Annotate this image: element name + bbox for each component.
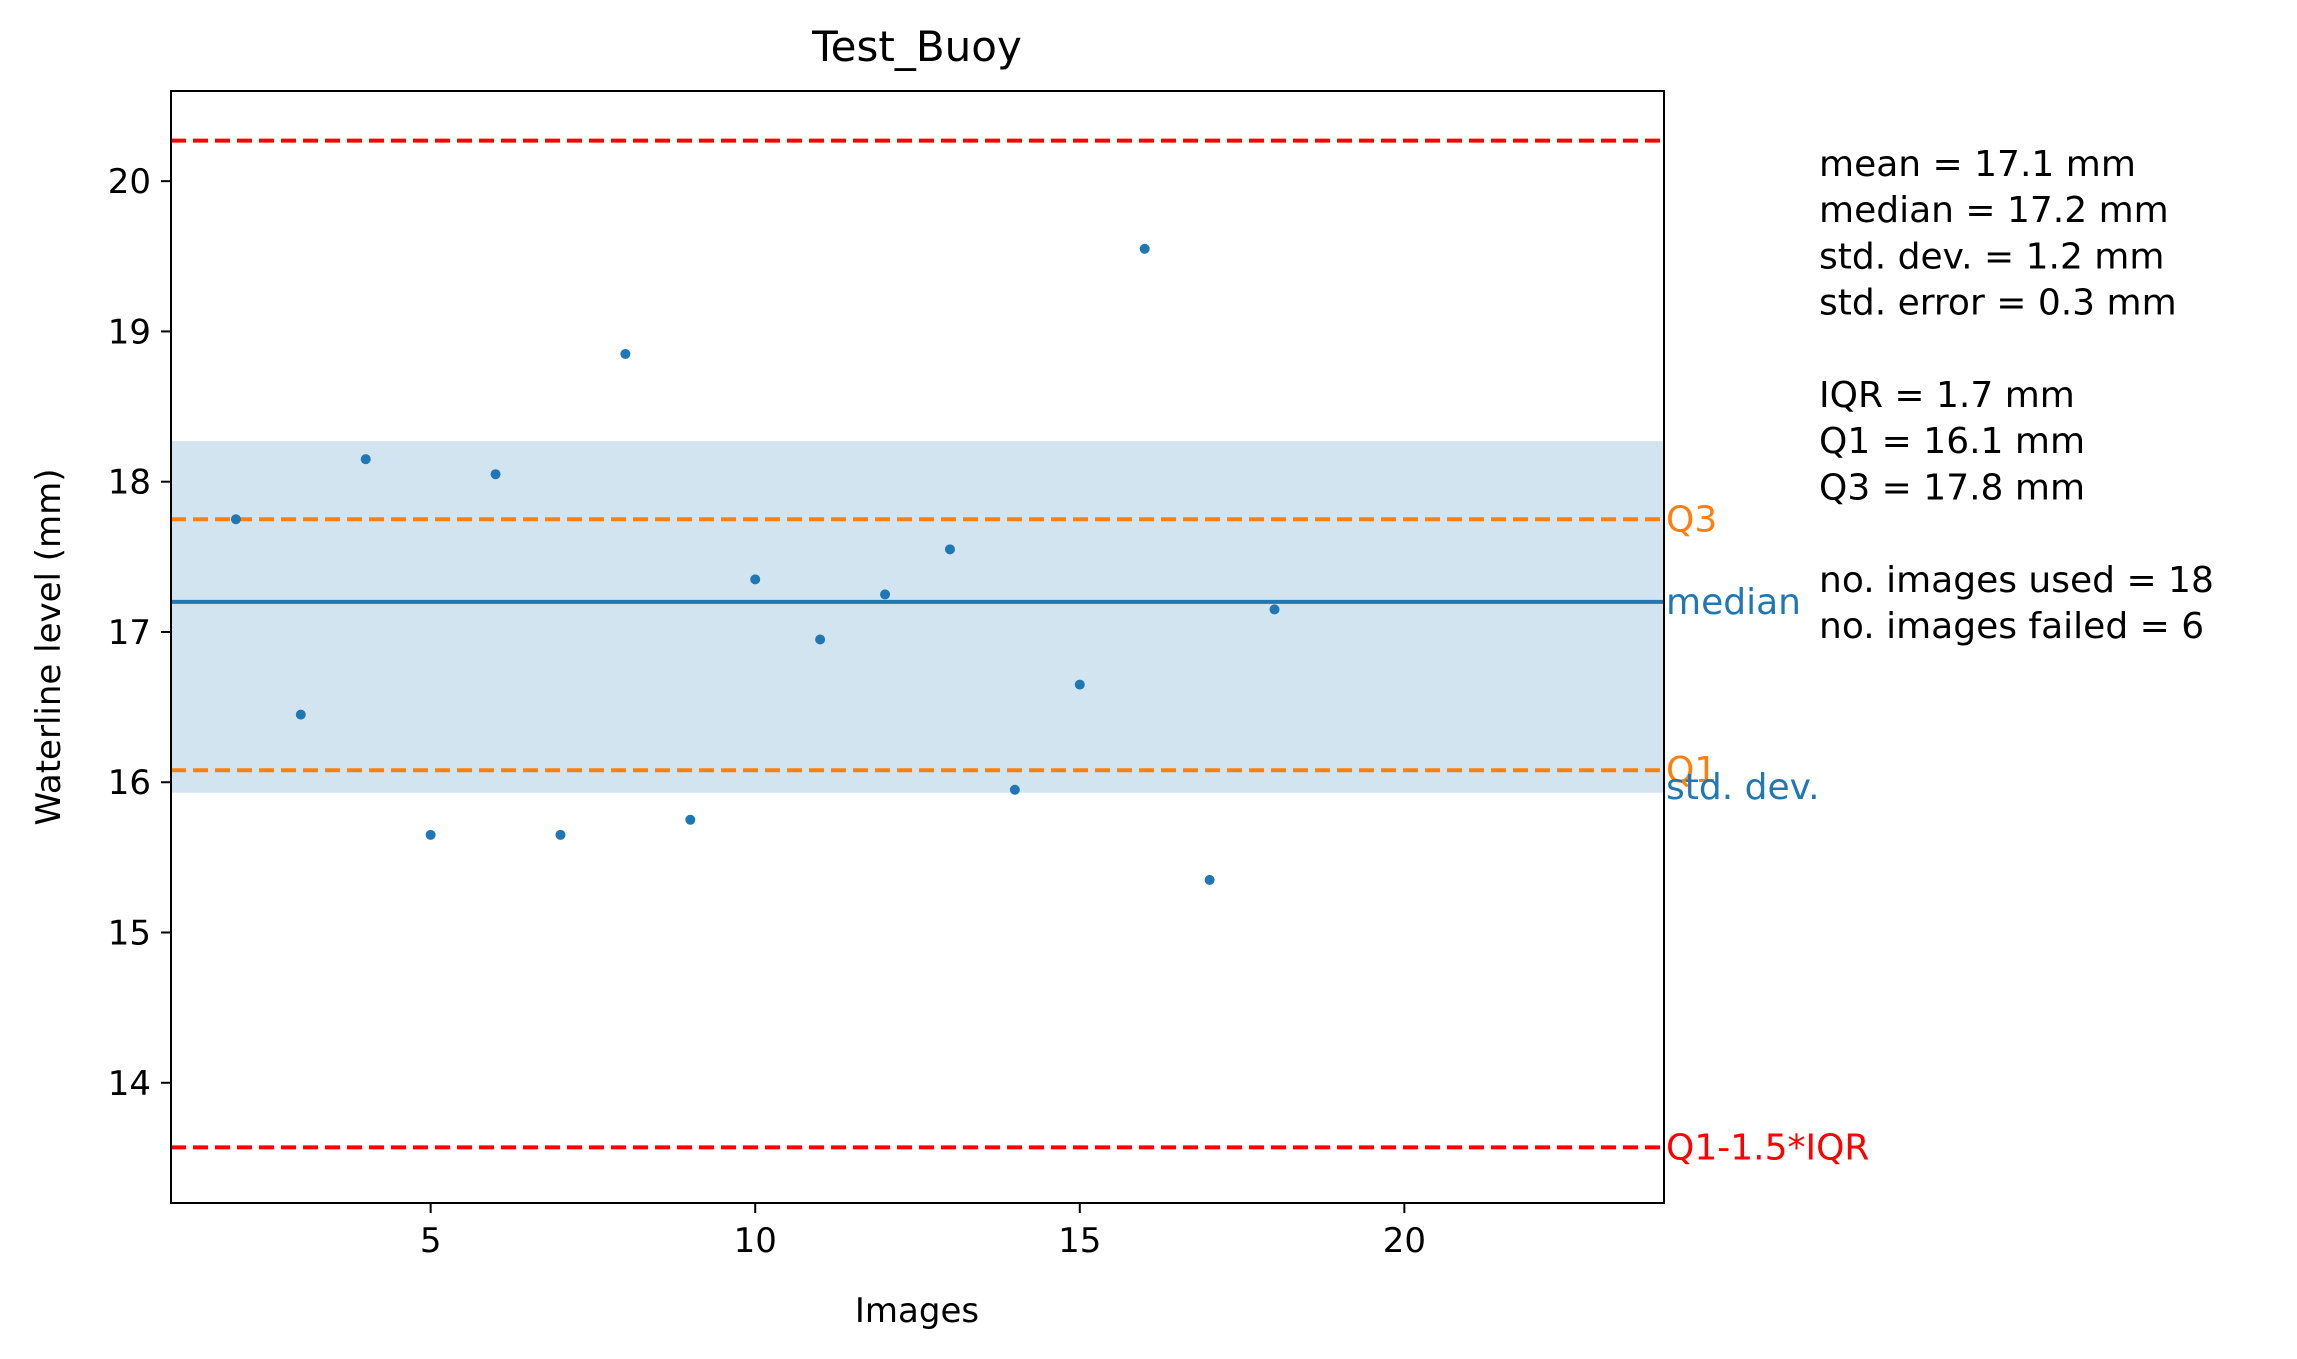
data-point-6 <box>555 829 566 840</box>
std-dev-band <box>171 441 1664 793</box>
y-tick-label: 16 <box>108 763 151 803</box>
data-point-1 <box>230 514 241 525</box>
data-point-15 <box>1139 243 1150 254</box>
stats-line: Q3 = 17.8 mm <box>1819 467 2085 508</box>
data-point-17 <box>1269 604 1280 615</box>
data-point-10 <box>815 634 826 645</box>
x-tick-label: 15 <box>1058 1221 1101 1261</box>
lower-outlier-label: Q1-1.5*IQR <box>1666 1127 1869 1168</box>
data-point-4 <box>425 829 436 840</box>
y-tick-label: 15 <box>108 914 151 954</box>
band-layer <box>171 441 1664 793</box>
y-tick-label: 19 <box>108 312 151 352</box>
x-tick-label: 20 <box>1383 1221 1426 1261</box>
data-point-13 <box>1009 784 1020 795</box>
data-point-16 <box>1204 874 1215 885</box>
median-label: median <box>1666 582 1801 623</box>
q1-label: Q1 <box>1666 750 1717 791</box>
stats-line: no. images failed = 6 <box>1819 606 2204 647</box>
stats-line: no. images used = 18 <box>1819 560 2214 601</box>
y-tick-label: 17 <box>108 613 151 653</box>
data-point-11 <box>880 589 891 600</box>
y-tick-label: 14 <box>108 1064 151 1104</box>
data-points-layer <box>230 243 1280 885</box>
statistics-summary: mean = 17.1 mm median = 17.2 mm std. dev. … <box>1819 144 2214 647</box>
stats-line: Q1 = 16.1 mm <box>1819 421 2085 462</box>
data-point-3 <box>360 454 371 465</box>
x-tick-label: 5 <box>420 1221 442 1261</box>
data-point-8 <box>685 814 696 825</box>
plot-frame <box>170 90 1665 1204</box>
data-point-14 <box>1074 679 1085 690</box>
y-axis-label: Waterline level (mm) <box>29 468 69 825</box>
y-tick-label: 18 <box>108 463 151 503</box>
data-point-7 <box>620 348 631 359</box>
stats-line: std. error = 0.3 mm <box>1819 283 2177 324</box>
data-point-12 <box>944 544 955 555</box>
x-axis-label: Images <box>855 1291 979 1331</box>
stats-line: median = 17.2 mm <box>1819 190 2169 231</box>
reference-lines-layer <box>171 138 1664 1150</box>
chart-title: Test_Buoy <box>811 22 1022 71</box>
ticks-layer: 5 10 15 20 14 15 16 17 18 19 20 <box>108 162 1426 1261</box>
data-point-9 <box>750 574 761 585</box>
std-dev-label: std. dev. <box>1666 767 1820 808</box>
line-labels-layer: Q3 median Q1 Q1-1.5*IQR std. dev. <box>1666 499 1869 1168</box>
stats-line: mean = 17.1 mm <box>1819 144 2136 185</box>
q3-label: Q3 <box>1666 499 1717 540</box>
stats-line: IQR = 1.7 mm <box>1819 375 2075 416</box>
x-tick-label: 10 <box>734 1221 777 1261</box>
data-point-5 <box>490 469 501 480</box>
stats-line: std. dev. = 1.2 mm <box>1819 236 2164 277</box>
data-point-2 <box>295 709 306 720</box>
y-tick-label: 20 <box>108 162 151 202</box>
